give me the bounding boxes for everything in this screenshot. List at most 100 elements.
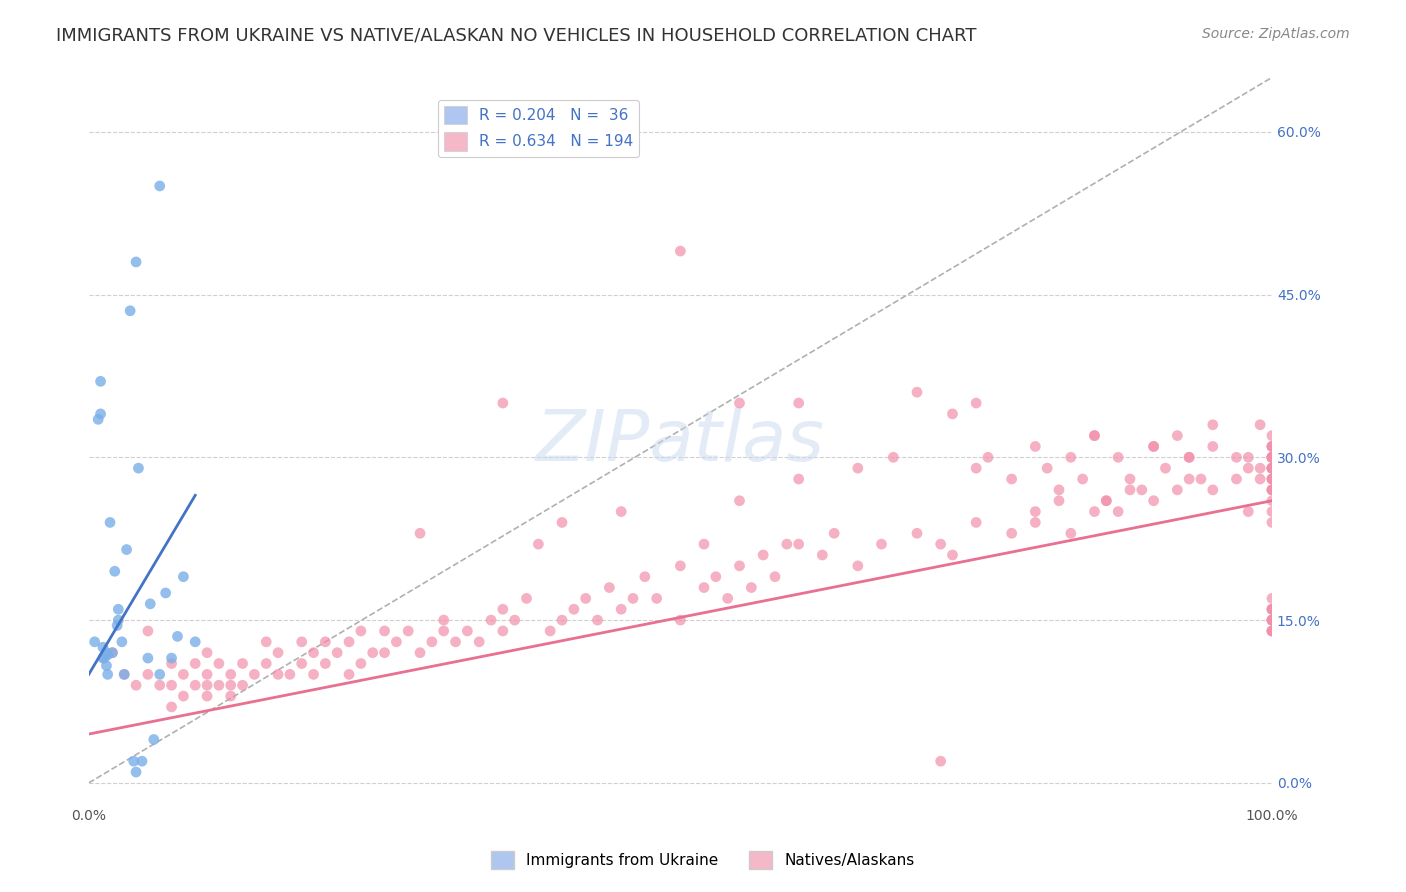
Point xyxy=(551,516,574,530)
Point xyxy=(337,635,360,649)
Point xyxy=(433,613,456,627)
Point xyxy=(1071,472,1094,486)
Point xyxy=(374,624,396,638)
Point xyxy=(728,493,751,508)
Point xyxy=(101,646,124,660)
Point xyxy=(1261,461,1284,475)
Point xyxy=(291,657,314,671)
Point xyxy=(1261,440,1284,454)
Legend: R = 0.204   N =  36, R = 0.634   N = 194: R = 0.204 N = 36, R = 0.634 N = 194 xyxy=(437,100,640,157)
Text: Source: ZipAtlas.com: Source: ZipAtlas.com xyxy=(1202,27,1350,41)
Point xyxy=(172,570,194,584)
Point xyxy=(254,657,277,671)
Point xyxy=(219,667,242,681)
Point xyxy=(409,526,432,541)
Point xyxy=(1237,450,1260,465)
Point xyxy=(83,635,105,649)
Point xyxy=(98,516,121,530)
Point xyxy=(149,178,172,193)
Point xyxy=(492,602,515,616)
Point xyxy=(1095,493,1118,508)
Point xyxy=(621,591,644,606)
Point xyxy=(107,613,129,627)
Point xyxy=(125,255,148,269)
Point xyxy=(127,461,149,475)
Point xyxy=(811,548,834,562)
Point xyxy=(254,635,277,649)
Point xyxy=(1024,516,1046,530)
Point xyxy=(374,646,396,660)
Point xyxy=(131,754,153,768)
Point xyxy=(243,667,266,681)
Point xyxy=(645,591,668,606)
Point xyxy=(1095,493,1118,508)
Point xyxy=(1261,613,1284,627)
Point xyxy=(195,646,218,660)
Point xyxy=(551,613,574,627)
Point xyxy=(1143,440,1166,454)
Point xyxy=(1237,505,1260,519)
Point xyxy=(1249,472,1271,486)
Point xyxy=(166,629,188,643)
Point xyxy=(1001,472,1024,486)
Point xyxy=(1036,461,1059,475)
Point xyxy=(1261,613,1284,627)
Point xyxy=(468,635,491,649)
Point xyxy=(846,461,869,475)
Point xyxy=(136,667,159,681)
Point xyxy=(172,667,194,681)
Point xyxy=(444,635,467,649)
Point xyxy=(90,407,112,421)
Point xyxy=(1261,472,1284,486)
Point xyxy=(115,542,138,557)
Point xyxy=(693,537,716,551)
Point xyxy=(149,678,172,692)
Point xyxy=(337,667,360,681)
Point xyxy=(1083,428,1105,442)
Point xyxy=(1154,461,1177,475)
Point xyxy=(1249,417,1271,432)
Point xyxy=(139,597,162,611)
Point xyxy=(1001,526,1024,541)
Point xyxy=(787,537,810,551)
Point xyxy=(1261,461,1284,475)
Point xyxy=(90,375,112,389)
Point xyxy=(1261,461,1284,475)
Point xyxy=(96,658,118,673)
Point xyxy=(787,472,810,486)
Point xyxy=(107,602,129,616)
Point xyxy=(195,678,218,692)
Point xyxy=(1060,526,1083,541)
Point xyxy=(87,412,110,426)
Point xyxy=(1060,450,1083,465)
Point xyxy=(456,624,478,638)
Point xyxy=(1047,483,1070,497)
Point xyxy=(1107,450,1129,465)
Point xyxy=(1261,440,1284,454)
Point xyxy=(929,537,952,551)
Point xyxy=(492,624,515,638)
Point xyxy=(433,624,456,638)
Point xyxy=(704,570,727,584)
Point xyxy=(1166,483,1188,497)
Point xyxy=(1261,505,1284,519)
Point xyxy=(1261,613,1284,627)
Point xyxy=(1261,483,1284,497)
Point xyxy=(1249,461,1271,475)
Point xyxy=(575,591,598,606)
Point xyxy=(763,570,786,584)
Point xyxy=(142,732,165,747)
Point xyxy=(1107,505,1129,519)
Point xyxy=(112,667,135,681)
Point xyxy=(941,548,963,562)
Point xyxy=(669,244,692,258)
Point xyxy=(669,613,692,627)
Point xyxy=(1178,472,1201,486)
Point xyxy=(111,635,134,649)
Point xyxy=(870,537,893,551)
Point xyxy=(350,657,373,671)
Point xyxy=(1261,450,1284,465)
Point xyxy=(184,678,207,692)
Point xyxy=(1261,516,1284,530)
Point xyxy=(97,667,120,681)
